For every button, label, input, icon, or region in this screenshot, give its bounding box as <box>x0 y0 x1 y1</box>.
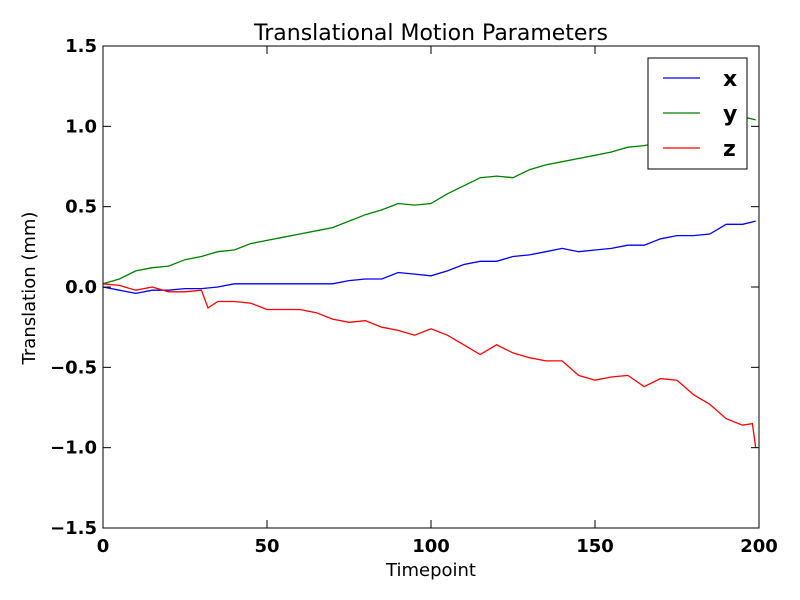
y-tick-label: −0.5 <box>50 357 97 378</box>
x-tick-label: 50 <box>254 536 279 557</box>
tick-layer: 0 50 100 150 200 −1.5 −1.0 −0.5 0.0 0.5 1.0 1.5 <box>50 36 778 557</box>
legend-label-z: z <box>723 137 736 162</box>
legend-label-y: y <box>723 102 737 127</box>
y-tick-label: 0.5 <box>65 197 97 218</box>
x-tick-label: 100 <box>412 536 450 557</box>
y-axis-label: Translation (mm) <box>19 212 40 366</box>
legend: xyz <box>647 57 748 170</box>
y-tick-label: −1.0 <box>50 438 97 459</box>
series-line-z <box>102 283 757 448</box>
y-tick-label: 0.0 <box>65 277 97 298</box>
series-line-x <box>102 220 756 295</box>
x-tick-label: 0 <box>97 536 110 557</box>
legend-label-x: x <box>723 67 737 92</box>
chart-title: Translational Motion Parameters <box>253 21 608 46</box>
x-tick-label: 200 <box>740 536 778 557</box>
y-tick-label: −1.5 <box>50 518 97 539</box>
y-tick-label: 1.5 <box>65 36 97 57</box>
x-tick-label: 150 <box>576 536 614 557</box>
x-axis-label: Timepoint <box>385 560 476 581</box>
y-tick-label: 1.0 <box>65 116 97 137</box>
